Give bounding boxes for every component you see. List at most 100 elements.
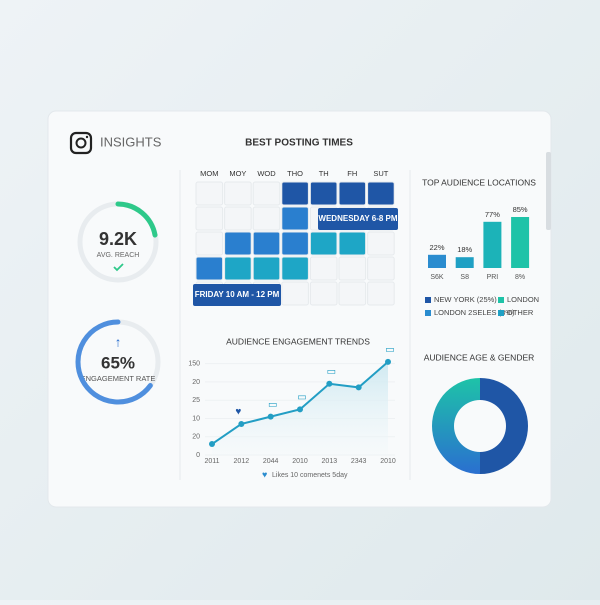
card: [47, 110, 552, 508]
bar: [428, 254, 446, 268]
header-title: INSIGHTS: [100, 134, 162, 149]
bar-label: 85%: [513, 205, 528, 214]
bar-label: 22%: [429, 243, 444, 252]
legend-swatch: [498, 297, 504, 303]
engagement-label: ENGAGEMENT RATE: [81, 374, 156, 383]
x-tick-label: 2010: [292, 458, 308, 465]
x-tick-label: 2013: [322, 458, 338, 465]
bar: [511, 217, 530, 268]
logo-dot: [85, 135, 89, 139]
heat-cell: [281, 256, 309, 281]
y-tick-label: 0: [196, 452, 200, 459]
trend-point: [297, 406, 303, 413]
bar-category: S6K: [430, 274, 444, 281]
heat-cell: [367, 231, 395, 256]
trend-point: [238, 420, 245, 427]
heat-cell: [281, 281, 309, 306]
heat-cell: [224, 181, 252, 206]
callout-box: [193, 284, 281, 306]
demographics-title: AUDIENCE AGE & GENDER: [424, 352, 535, 362]
y-tick-label: 20: [192, 379, 200, 386]
legend-label: OTHER: [507, 308, 534, 317]
legend-swatch: [498, 310, 504, 316]
locations-title: TOP AUDIENCE LOCATIONS: [422, 177, 536, 187]
trend-point: [209, 441, 215, 448]
trend-point: [267, 413, 274, 420]
trend-point: [355, 384, 362, 391]
heat-cell: [252, 256, 281, 281]
callout-text: WEDNESDAY 6-8 PM: [318, 214, 397, 223]
donut-segment: [432, 378, 480, 474]
legend-swatch: [425, 310, 431, 316]
x-tick-label: 2012: [234, 458, 250, 465]
bar: [455, 257, 474, 268]
point-icon: ▭: [385, 344, 394, 355]
x-tick-label: 2044: [263, 458, 279, 465]
day-label: SUT: [373, 169, 388, 178]
heat-cell: [195, 206, 224, 231]
y-tick-label: 25: [192, 397, 200, 404]
heat-cell: [224, 206, 252, 231]
bar-category: S8: [460, 274, 469, 281]
heat-cell: [195, 181, 224, 206]
scrollbar[interactable]: [546, 152, 551, 230]
bar-label: 18%: [457, 245, 472, 254]
bar-category: 8%: [515, 274, 525, 281]
reach-arc: [115, 201, 158, 238]
day-label: WOD: [257, 169, 276, 178]
trend-point: [326, 380, 333, 387]
callout-box: [318, 208, 398, 230]
day-label: THO: [287, 169, 303, 178]
legend-label: LONDON: [507, 295, 539, 304]
heat-cell: [338, 231, 367, 256]
logo: [69, 131, 93, 155]
heat-cell: [252, 231, 281, 256]
heat-cell: [309, 181, 338, 206]
heat-cell: [309, 281, 338, 306]
heat-cell: [252, 181, 281, 206]
heat-cell: [252, 206, 281, 231]
day-label: FH: [347, 169, 357, 178]
heat-cell: [338, 256, 367, 281]
y-tick-label: 150: [188, 360, 200, 367]
y-tick-label: 10: [192, 415, 200, 422]
trend-point: [385, 358, 391, 365]
legend-swatch: [425, 297, 431, 303]
heat-cell: [338, 181, 367, 206]
legend-label: NEW YORK (25%): [434, 295, 497, 304]
heat-cell: [338, 281, 367, 306]
heat-cell: [195, 256, 224, 281]
y-tick-label: 20: [192, 434, 200, 441]
point-icon: ▭: [297, 392, 306, 403]
heat-cell: [224, 231, 252, 256]
point-icon: ♥: [235, 407, 241, 418]
bar: [483, 221, 502, 268]
check-icon: [113, 263, 124, 272]
heat-cell: [224, 256, 252, 281]
heat-cell: [281, 181, 309, 206]
x-tick-label: 2011: [204, 458, 219, 465]
engagement-arc: [75, 319, 153, 405]
trend-area: [212, 361, 388, 455]
day-label: MOM: [200, 169, 218, 178]
bar-category: PRI: [487, 274, 499, 281]
x-tick-label: 2343: [351, 458, 367, 465]
point-icon: ▭: [327, 366, 336, 377]
day-label: MOY: [229, 169, 246, 178]
reach-value: 9.2K: [99, 229, 137, 249]
x-tick-label: 2010: [380, 458, 396, 465]
arrow-icon: ↑: [115, 334, 122, 349]
heat-cell: [309, 256, 338, 281]
bar-label: 77%: [485, 210, 500, 219]
heat-cell: [281, 206, 309, 231]
trends-legend: Likes 10 comenets 5day: [272, 472, 348, 479]
heat-cell: [309, 231, 338, 256]
trends-title: AUDIENCE ENGAGEMENT TRENDS: [226, 336, 370, 346]
heat-cell: [367, 256, 395, 281]
legend-label: LONDON 2SELES (8%): [434, 308, 515, 317]
donut-segment: [480, 378, 528, 474]
heat-cell: [195, 231, 224, 256]
reach-label: AVG. REACH: [97, 252, 140, 259]
